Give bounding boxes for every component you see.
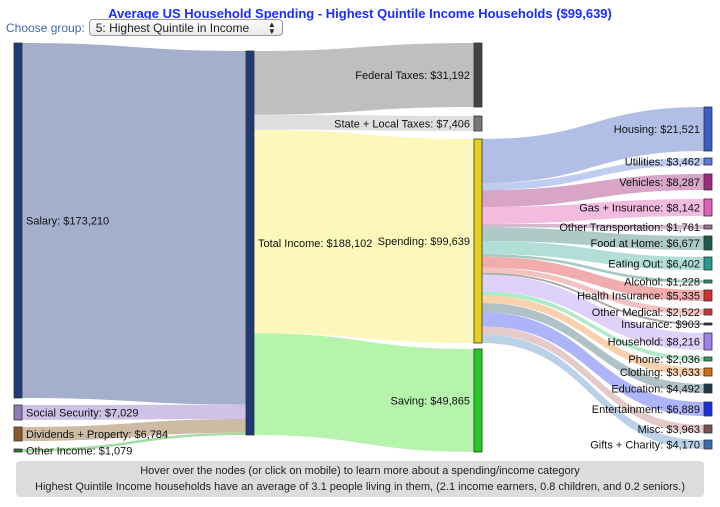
node-label-total: Total Income: $188,102 <box>258 238 372 250</box>
node-ent[interactable] <box>703 401 713 417</box>
node-cloth[interactable] <box>703 367 713 377</box>
select-arrows-icon: ▲ ▼ <box>267 19 276 36</box>
node-label-alc: Alcohol: $1,228 <box>624 277 700 289</box>
node-label-ins: Insurance: $903 <box>621 319 700 331</box>
node-label-gifts: Gifts + Charity: $4,170 <box>590 440 700 452</box>
node-misc[interactable] <box>703 424 713 434</box>
node-label-ent: Entertainment: $6,889 <box>592 404 700 416</box>
node-otrans[interactable] <box>703 224 713 230</box>
node-label-state: State + Local Taxes: $7,406 <box>334 119 470 131</box>
group-select-value: 5: Highest Quintile in Income <box>95 20 250 35</box>
node-label-eat: Eating Out: $6,402 <box>608 259 700 271</box>
node-label-div: Dividends + Property: $6,784 <box>26 429 168 441</box>
group-select[interactable]: 5: Highest Quintile in Income ▲ ▼ <box>88 19 283 36</box>
link-spend-edu[interactable] <box>482 303 704 393</box>
node-label-ss: Social Security: $7,029 <box>26 408 139 420</box>
node-health[interactable] <box>703 289 713 302</box>
node-label-housing: Housing: $21,521 <box>614 124 700 136</box>
node-ins[interactable] <box>703 322 713 326</box>
group-chooser: Choose group: 5: Highest Quintile in Inc… <box>6 19 283 36</box>
node-label-health: Health Insurance: $5,335 <box>577 291 700 303</box>
link-spend-housing[interactable] <box>482 107 704 184</box>
link-spend-hh[interactable] <box>482 274 704 350</box>
link-spend-veh[interactable] <box>482 174 704 208</box>
household-summary: Highest Quintile Income households have … <box>35 481 685 493</box>
link-spend-health[interactable] <box>482 256 704 301</box>
node-food[interactable] <box>703 235 713 251</box>
node-hh[interactable] <box>703 332 713 351</box>
node-fed[interactable] <box>473 42 483 108</box>
link-total-fed[interactable] <box>254 43 474 115</box>
link-spend-misc[interactable] <box>482 326 704 433</box>
link-spend-food[interactable] <box>482 227 704 250</box>
node-util[interactable] <box>703 157 713 166</box>
node-label-util: Utilities: $3,462 <box>625 157 700 169</box>
node-ss[interactable] <box>13 404 23 421</box>
link-spend-util[interactable] <box>482 158 704 191</box>
link-spend-phone[interactable] <box>482 291 704 361</box>
node-label-salary: Salary: $173,210 <box>26 216 109 228</box>
node-omed[interactable] <box>703 308 713 316</box>
node-housing[interactable] <box>703 106 713 152</box>
node-eat[interactable] <box>703 256 713 271</box>
link-spend-gas[interactable] <box>482 199 704 224</box>
link-other-total[interactable] <box>22 432 246 452</box>
link-spend-ins[interactable] <box>482 272 704 325</box>
link-spend-ent[interactable] <box>482 312 704 416</box>
link-total-spend[interactable] <box>254 129 474 343</box>
node-save[interactable] <box>473 348 483 453</box>
node-state[interactable] <box>473 115 483 132</box>
link-salary-total[interactable] <box>22 43 246 405</box>
link-spend-eat[interactable] <box>482 241 704 270</box>
node-other[interactable] <box>13 448 23 453</box>
link-ss-total[interactable] <box>22 404 246 420</box>
node-label-food: Food at Home: $6,677 <box>591 238 700 250</box>
node-label-edu: Education: $4,492 <box>611 384 700 396</box>
node-label-save: Saving: $49,865 <box>390 396 470 408</box>
link-div-total[interactable] <box>22 418 246 441</box>
node-label-veh: Vehicles: $8,287 <box>619 177 700 189</box>
node-label-other: Other Income: $1,079 <box>26 446 132 458</box>
node-label-misc: Misc: $3,963 <box>638 424 700 436</box>
link-spend-otrans[interactable] <box>482 223 704 229</box>
node-label-otrans: Other Transportation: $1,761 <box>559 222 700 234</box>
hover-hint: Hover over the nodes (or click on mobile… <box>140 465 580 477</box>
node-div[interactable] <box>13 426 23 442</box>
node-veh[interactable] <box>703 173 713 191</box>
node-spend[interactable] <box>473 138 483 344</box>
node-edu[interactable] <box>703 383 713 394</box>
node-phone[interactable] <box>703 356 713 362</box>
chart-title: Average US Household Spending - Highest … <box>108 6 612 21</box>
node-label-hh: Household: $8,216 <box>608 337 700 349</box>
node-alc[interactable] <box>703 279 713 284</box>
node-gas[interactable] <box>703 198 713 217</box>
node-label-gas: Gas + Insurance: $8,142 <box>579 203 700 215</box>
link-total-state[interactable] <box>254 114 474 131</box>
link-total-save[interactable] <box>254 333 474 452</box>
node-label-fed: Federal Taxes: $31,192 <box>355 70 470 82</box>
node-total[interactable] <box>245 50 255 436</box>
node-label-spend: Spending: $99,639 <box>378 236 470 248</box>
link-spend-gifts[interactable] <box>482 334 704 449</box>
link-spend-omed[interactable] <box>482 267 704 315</box>
node-gifts[interactable] <box>703 439 713 450</box>
link-spend-cloth[interactable] <box>482 295 704 376</box>
node-label-cloth: Clothing: $3,633 <box>620 367 700 379</box>
node-label-omed: Other Medical: $2,522 <box>592 307 700 319</box>
node-salary[interactable] <box>13 42 23 399</box>
node-label-phone: Phone: $2,036 <box>628 354 700 366</box>
info-box: Hover over the nodes (or click on mobile… <box>16 461 704 497</box>
chooser-label: Choose group: <box>6 20 85 35</box>
link-spend-alc[interactable] <box>482 254 704 283</box>
